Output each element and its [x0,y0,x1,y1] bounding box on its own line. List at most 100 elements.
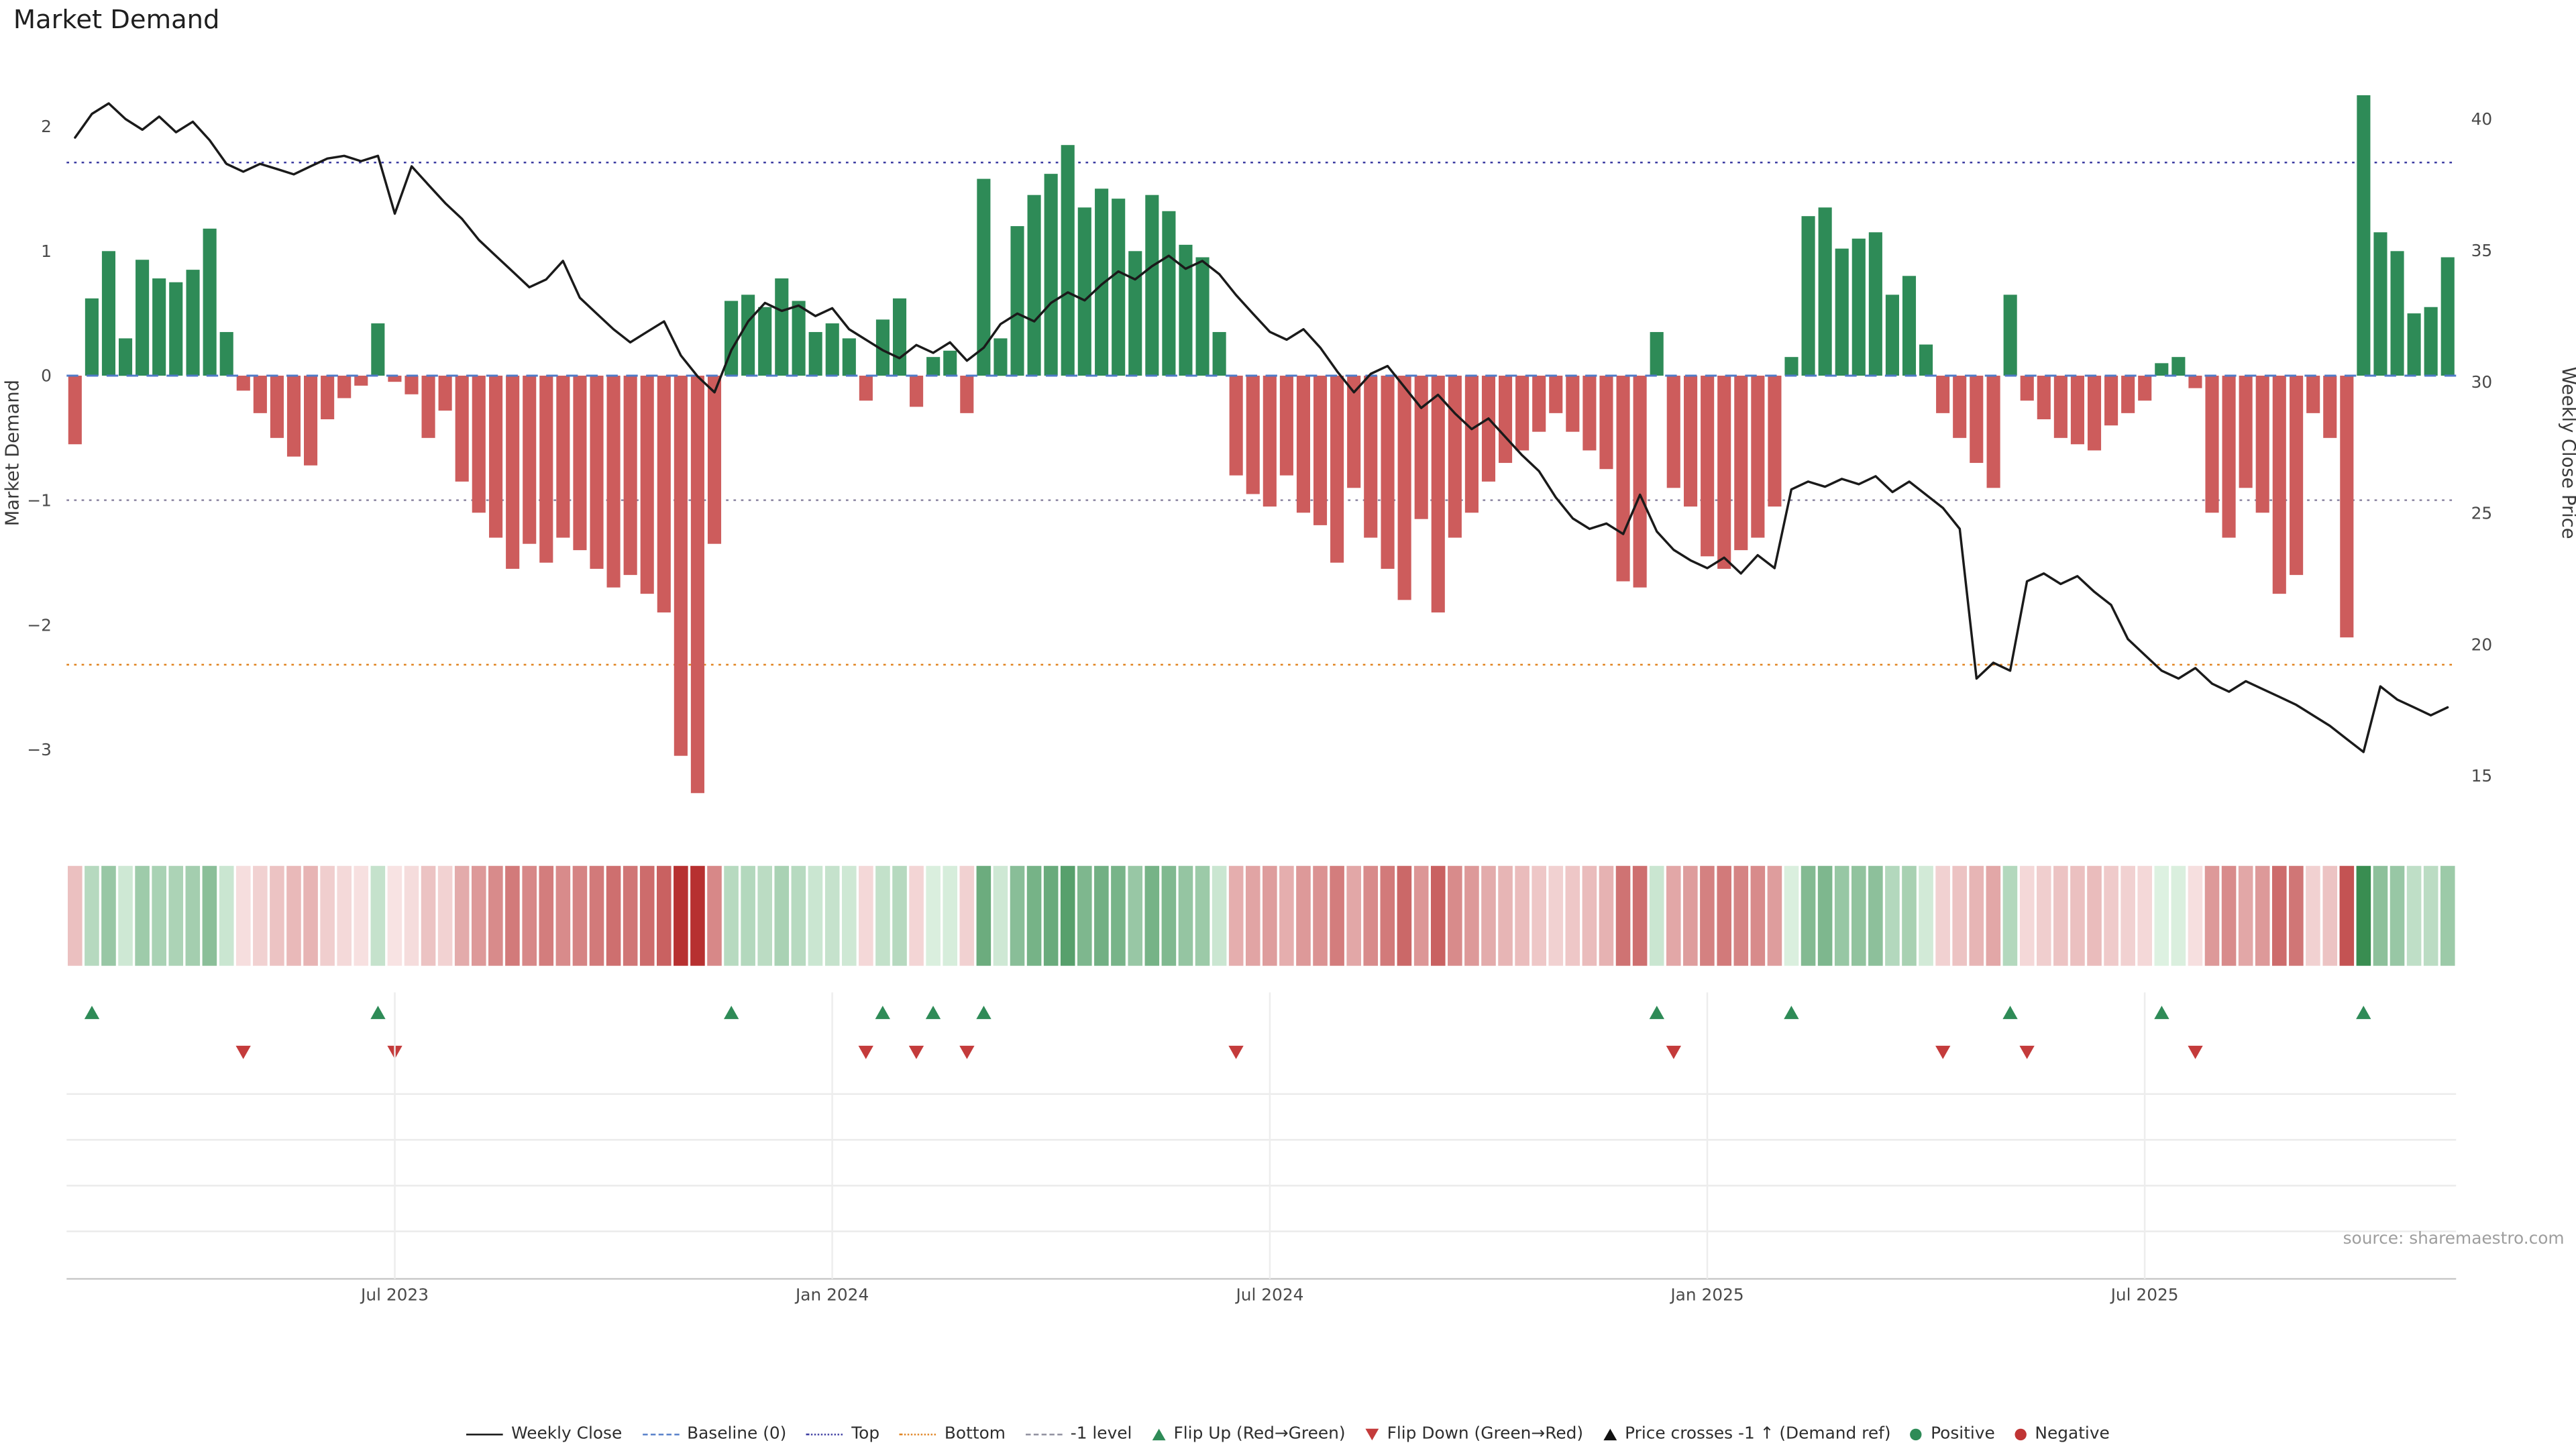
demand-bar-positive [2003,294,2017,376]
demand-bar-positive [977,178,991,376]
demand-bar-negative [1229,375,1243,476]
right-axis-label: Weekly Close Price [2558,367,2576,539]
legend-label: Flip Down (Green→Red) [1387,1425,1584,1444]
demand-bar-negative [321,375,335,420]
heatmap-cell [892,865,907,966]
legend-line-dashed-swatch [1025,1434,1063,1436]
heatmap-cell [135,865,150,966]
price-line-layer [74,102,2449,753]
heatmap-cell [286,865,301,966]
heatmap-cell [1094,865,1109,966]
demand-bar-negative [657,375,671,612]
heatmap-cell [1043,865,1059,966]
heatmap-cell [68,865,83,966]
demand-bar-negative [2053,375,2068,438]
flip-up-marker [370,1006,386,1020]
demand-bar-positive [1095,189,1109,376]
x-tick-label: Jul 2025 [2110,1285,2179,1305]
demand-bar-positive [1650,331,1664,376]
heatmap-cell [1430,865,1446,966]
page-title: Market Demand [13,5,220,35]
heatmap-cell [1060,865,1075,966]
demand-bar-positive [1145,195,1159,376]
demand-bar-negative [1684,375,1698,507]
flip-down-marker [2019,1045,2035,1059]
flip-markers-layer [84,1006,2371,1059]
right-tick-label: 15 [2471,766,2493,786]
demand-bar-positive [371,323,385,376]
flip-up-marker [925,1006,941,1020]
heatmap-cell [168,865,184,966]
heatmap-cell [1010,865,1025,966]
legend-label: Price crosses -1 ↑ (Demand ref) [1625,1425,1891,1444]
heatmap-cell [943,865,958,966]
demand-bar-negative [472,375,486,513]
demand-bar-negative [354,375,368,386]
demand-bar-positive [136,260,150,376]
demand-bar-negative [2340,375,2354,638]
heatmap-cell [2339,865,2355,966]
heatmap-cell [2171,865,2186,966]
demand-bar-negative [623,375,637,576]
heatmap-cell [589,865,604,966]
demand-bar-positive [943,350,957,376]
demand-bar-positive [1061,145,1075,376]
demand-bar-negative [2306,375,2320,413]
demand-bar-negative [2290,375,2304,576]
demand-bar-negative [1397,375,1411,600]
heatmap-cell [1683,865,1698,966]
x-tick-label: Jan 2025 [1669,1285,1743,1305]
demand-bar-positive [169,282,183,376]
demand-bar-positive [2424,307,2438,376]
demand-bar-positive [792,301,806,376]
heatmap-cell [1717,865,1732,966]
legend-label: Flip Up (Red→Green) [1173,1425,1346,1444]
demand-bar-positive [2357,95,2371,376]
legend-item: Weekly Close [466,1426,622,1444]
flip-down-marker [858,1045,873,1059]
heatmap-cell [1969,865,1984,966]
flip-up-marker [2356,1006,2371,1020]
legend-label: Bottom [944,1425,1006,1444]
heatmap-cell [2322,865,2338,966]
demand-bar-positive [1044,174,1058,376]
demand-bar-negative [707,375,722,544]
demand-bar-positive [1027,195,1041,376]
heatmap-cell [270,865,284,966]
heatmap-cell [639,865,655,966]
heatmap-cell [354,865,369,966]
legend-item: Positive [1911,1426,1995,1444]
demand-bar-negative [1768,375,1782,507]
heatmap-cell [1952,865,1967,966]
heatmap-cell [505,865,520,966]
demand-bar-positive [2171,357,2186,376]
heatmap-cell [707,865,722,966]
demand-bar-negative [2037,375,2051,420]
heatmap-cell [1733,865,1749,966]
heatmap-cell [1363,865,1379,966]
heatmap-cell [522,865,537,966]
demand-bar-negative [1381,375,1395,569]
demand-bar-negative [1970,375,1984,464]
heatmap-cell [1397,865,1412,966]
heatmap-cell [774,865,790,966]
demand-bar-negative [2020,375,2034,401]
heatmap-cell [1548,865,1564,966]
demand-bar-negative [2121,375,2135,413]
demand-bar-negative [1986,375,2000,488]
legend-item: Bottom [899,1425,1006,1444]
heatmap-cell [2154,865,2169,966]
demand-bar-negative [2255,375,2269,513]
demand-bar-positive [892,298,907,376]
heatmap-cell [909,865,924,966]
heatmap-cell [219,865,234,966]
heatmap-cell [757,865,773,966]
heatmap-cell [1498,865,1513,966]
flip-down-marker [959,1045,975,1059]
heatmap-cell [1666,865,1681,966]
heatmap-cell [1228,865,1244,966]
demand-bar-negative [2070,375,2084,445]
heatmap-cell [1313,865,1328,966]
demand-bar-negative [506,375,520,569]
